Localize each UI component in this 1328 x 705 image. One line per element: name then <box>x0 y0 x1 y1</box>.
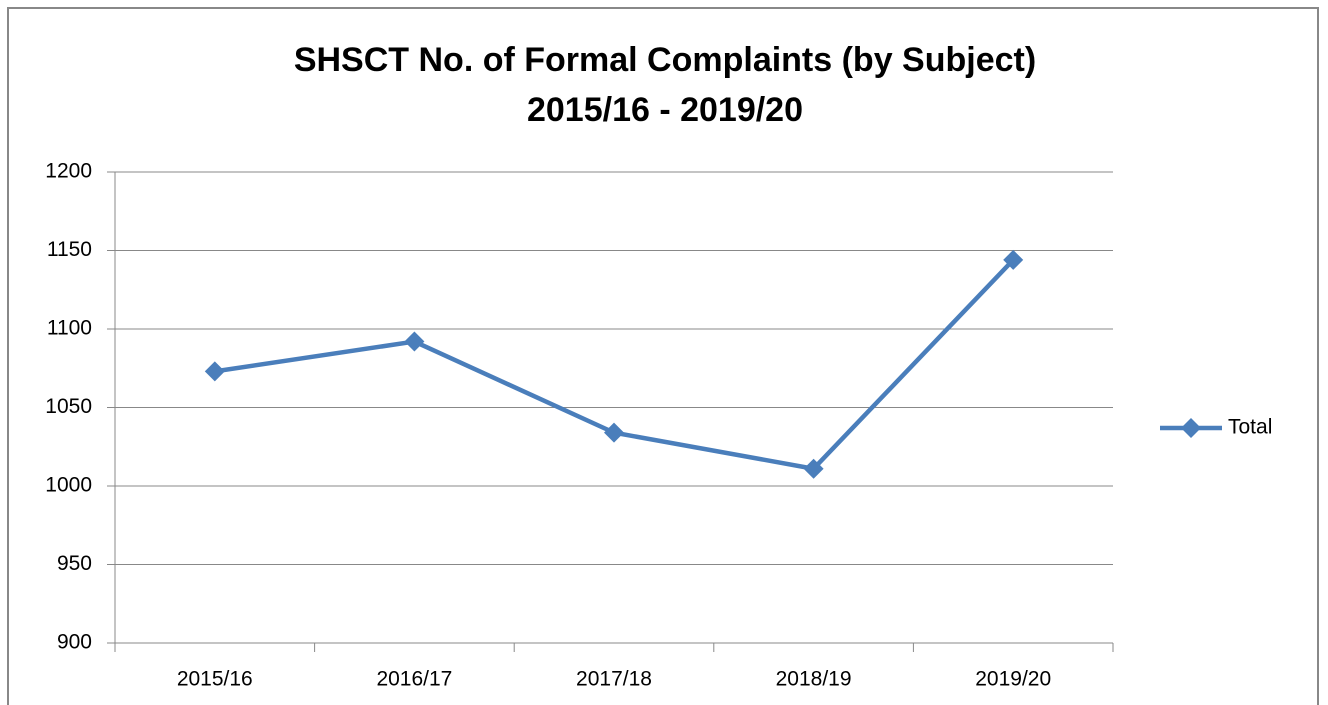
y-tick-label: 1100 <box>47 317 92 340</box>
y-tick-label: 900 <box>57 631 92 654</box>
point-marker <box>1003 249 1024 270</box>
x-tick-label: 2018/19 <box>776 668 852 691</box>
x-tick-label: 2019/20 <box>975 668 1051 691</box>
x-tick-label: 2015/16 <box>177 668 253 691</box>
x-tick-label: 2016/17 <box>376 668 452 691</box>
chart-frame <box>7 7 1319 705</box>
point-marker <box>604 422 624 443</box>
y-tick-label: 1150 <box>47 238 92 261</box>
point-marker <box>204 361 225 382</box>
legend-label: Total <box>1228 416 1272 439</box>
chart-title: SHSCT No. of Formal Complaints (by Subje… <box>294 41 1036 79</box>
chart-subtitle: 2015/16 - 2019/20 <box>527 91 803 129</box>
x-tick-label: 2017/18 <box>576 668 652 691</box>
y-tick-label: 1000 <box>45 474 92 497</box>
y-tick-label: 1200 <box>45 160 92 183</box>
point-marker <box>803 458 824 479</box>
point-marker <box>404 331 425 352</box>
y-tick-label: 1050 <box>45 395 92 418</box>
legend-marker <box>1181 418 1201 438</box>
y-tick-label: 950 <box>57 552 92 575</box>
